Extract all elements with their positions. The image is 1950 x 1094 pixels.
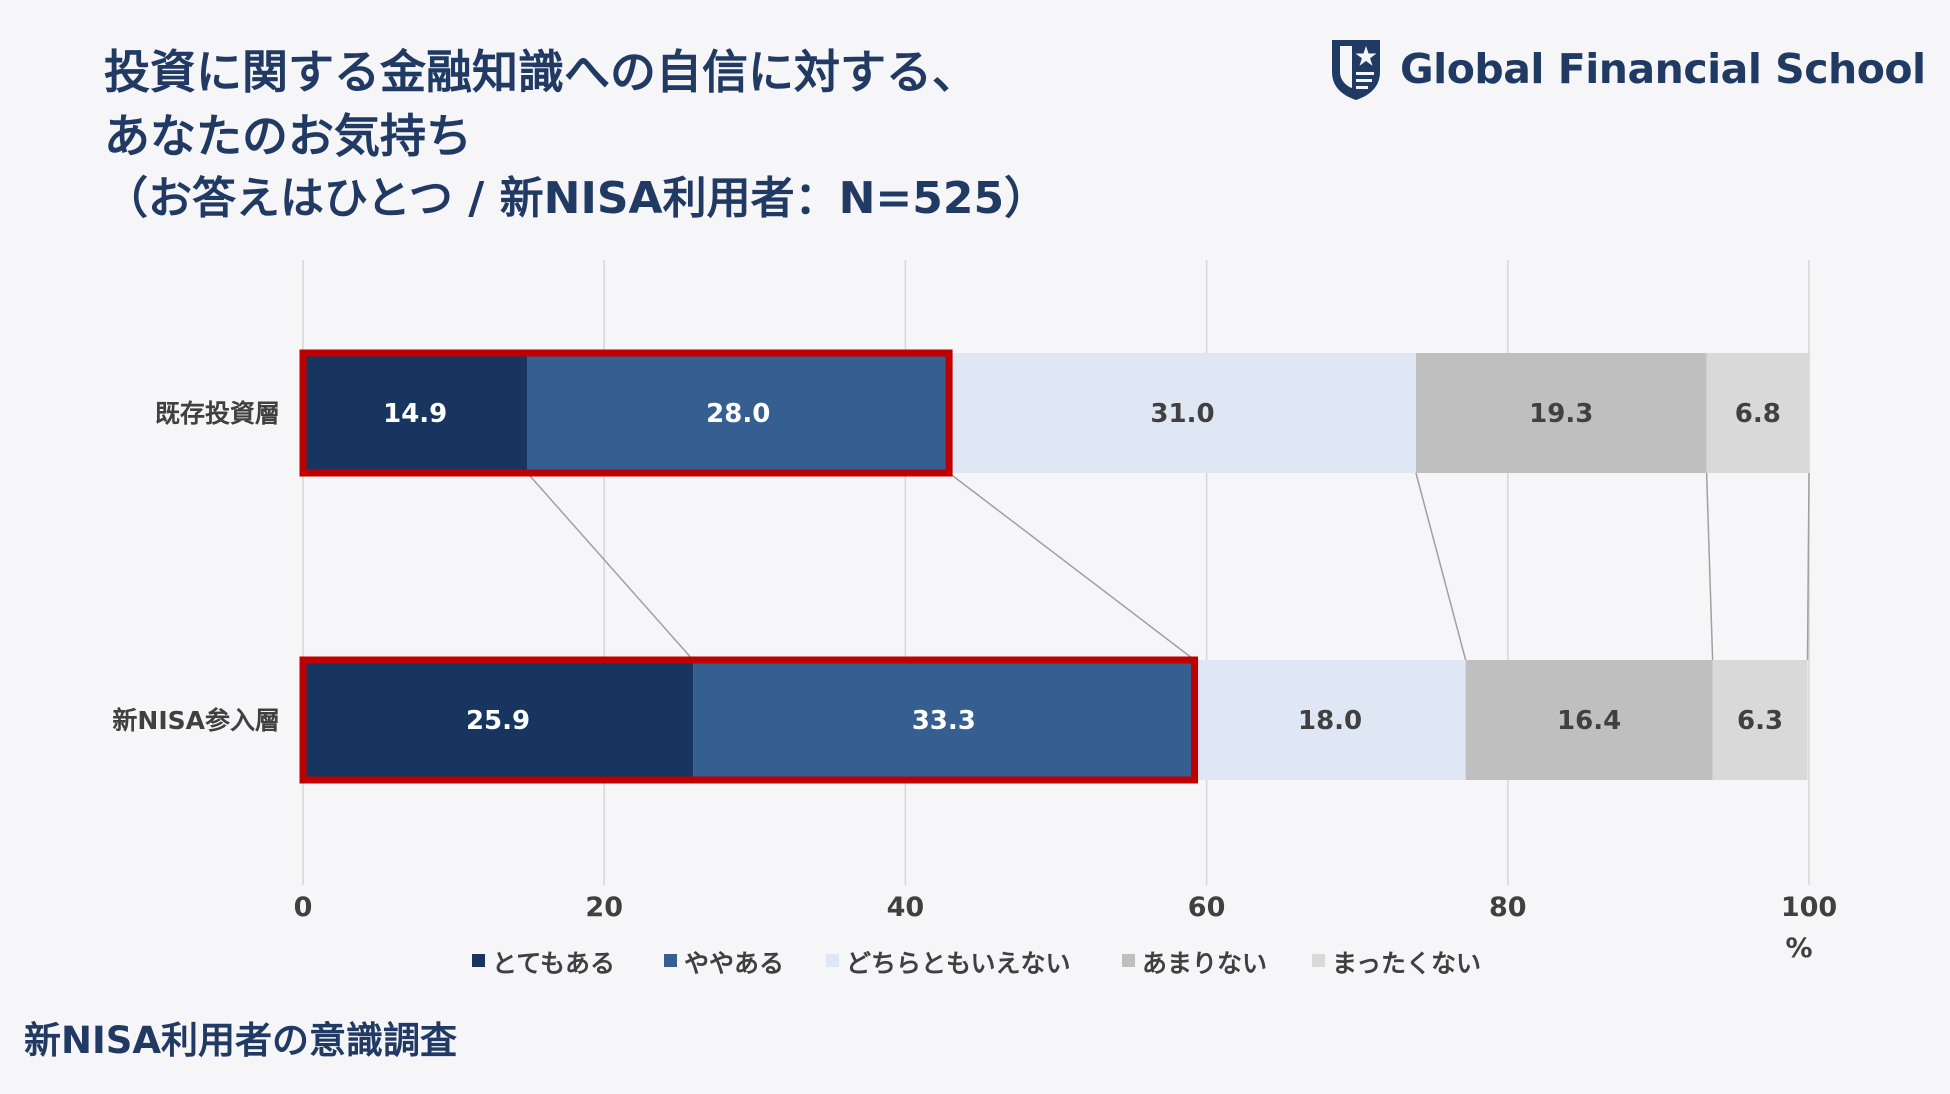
category-label: 既存投資層 <box>155 399 280 428</box>
data-label: 14.9 <box>383 399 447 429</box>
legend-label: とてもある <box>492 949 615 978</box>
x-tick-label: 80 <box>1489 892 1527 923</box>
series-connector-line <box>526 472 694 661</box>
chart-title: 投資に関する金融知識への自信に対する、 あなたのお気持ち （お答えはひとつ / … <box>104 40 1048 230</box>
x-tick-label: 20 <box>585 892 623 923</box>
data-label: 18.0 <box>1298 706 1362 736</box>
legend-swatch <box>472 954 485 967</box>
title-line-1: 投資に関する金融知識への自信に対する、 <box>104 45 978 99</box>
legend-swatch <box>664 954 677 967</box>
bar-segment <box>527 353 950 473</box>
footer-caption: 新NISA利用者の意識調査 <box>24 1019 458 1062</box>
bar-segment <box>1465 660 1713 780</box>
x-tick-label: 0 <box>294 892 313 923</box>
bar-segment <box>1415 353 1707 473</box>
brand-name: Global Financial School <box>1400 45 1926 93</box>
legend-label: あまりない <box>1142 949 1267 978</box>
legend-label: どちらともいえない <box>846 949 1071 978</box>
bar-segment <box>1194 660 1466 780</box>
bar-segment <box>693 660 1195 780</box>
title-line-2: あなたのお気持ち <box>104 109 472 163</box>
highlight-box <box>299 349 953 477</box>
series-connector-line <box>948 472 1196 661</box>
data-label: 31.0 <box>1150 399 1214 429</box>
bar-segment <box>303 660 694 780</box>
series-connector-line <box>1705 472 1714 661</box>
bar-segment <box>303 353 528 473</box>
data-label: 16.4 <box>1557 706 1621 736</box>
brand-logo: Global Financial School <box>1328 34 1926 104</box>
x-tick-label: 60 <box>1188 892 1226 923</box>
legend-swatch <box>826 954 839 967</box>
title-line-3: （お答えはひとつ / 新NISA利用者：N=525） <box>104 173 1049 224</box>
legend-swatch <box>1122 954 1135 967</box>
legend-label: ややある <box>684 949 784 978</box>
bar-segment <box>1712 660 1808 780</box>
data-label: 6.8 <box>1735 399 1781 429</box>
bar-segment <box>949 353 1416 473</box>
data-label: 6.3 <box>1737 706 1783 736</box>
category-label: 新NISA参入層 <box>112 706 280 735</box>
legend-swatch <box>1312 954 1325 967</box>
data-label: 25.9 <box>466 706 530 736</box>
stacked-bar-chart: 0 20 40 60 80 100% 14.9 28.0 31.0 19.3 6.8 既存投資層 25.… <box>112 260 1837 978</box>
data-label: 19.3 <box>1529 399 1593 429</box>
x-unit-label: % <box>1785 933 1812 964</box>
series-connector-line <box>1806 472 1810 661</box>
bar-segment <box>1706 353 1809 473</box>
data-label: 33.3 <box>912 706 976 736</box>
shield-star-icon <box>1332 40 1380 100</box>
x-tick-label: 100 <box>1781 892 1837 923</box>
series-connector-line <box>1415 472 1467 661</box>
data-label: 28.0 <box>706 399 770 429</box>
x-tick-label: 40 <box>887 892 925 923</box>
highlight-box <box>299 656 1199 784</box>
legend-label: まったくない <box>1332 949 1481 978</box>
